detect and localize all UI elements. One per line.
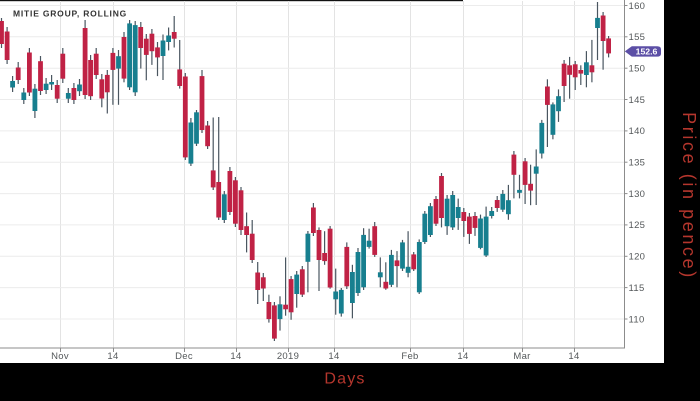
svg-text:MITIE GROUP, ROLLING: MITIE GROUP, ROLLING bbox=[13, 9, 127, 19]
svg-text:Dec: Dec bbox=[175, 351, 193, 362]
svg-text:110: 110 bbox=[629, 314, 645, 325]
svg-text:Mar: Mar bbox=[513, 351, 530, 362]
svg-text:140: 140 bbox=[629, 126, 646, 137]
svg-text:160: 160 bbox=[629, 1, 646, 12]
svg-text:2019: 2019 bbox=[277, 351, 299, 362]
svg-text:14: 14 bbox=[568, 351, 579, 362]
svg-text:Nov: Nov bbox=[51, 351, 69, 362]
svg-text:115: 115 bbox=[629, 283, 645, 294]
svg-text:14: 14 bbox=[230, 351, 241, 362]
svg-text:Days: Days bbox=[324, 371, 365, 388]
svg-text:14: 14 bbox=[107, 351, 118, 362]
svg-text:Feb: Feb bbox=[401, 351, 418, 362]
svg-text:135: 135 bbox=[629, 158, 646, 169]
svg-text:155: 155 bbox=[629, 32, 646, 43]
svg-text:120: 120 bbox=[629, 252, 646, 263]
svg-text:Price (in pence): Price (in pence) bbox=[679, 112, 699, 280]
svg-text:14: 14 bbox=[457, 351, 468, 362]
svg-text:130: 130 bbox=[629, 189, 646, 200]
svg-text:14: 14 bbox=[328, 351, 339, 362]
svg-text:150: 150 bbox=[629, 64, 646, 75]
svg-text:125: 125 bbox=[629, 220, 646, 231]
svg-text:152.6: 152.6 bbox=[636, 46, 658, 56]
svg-text:145: 145 bbox=[629, 95, 646, 106]
